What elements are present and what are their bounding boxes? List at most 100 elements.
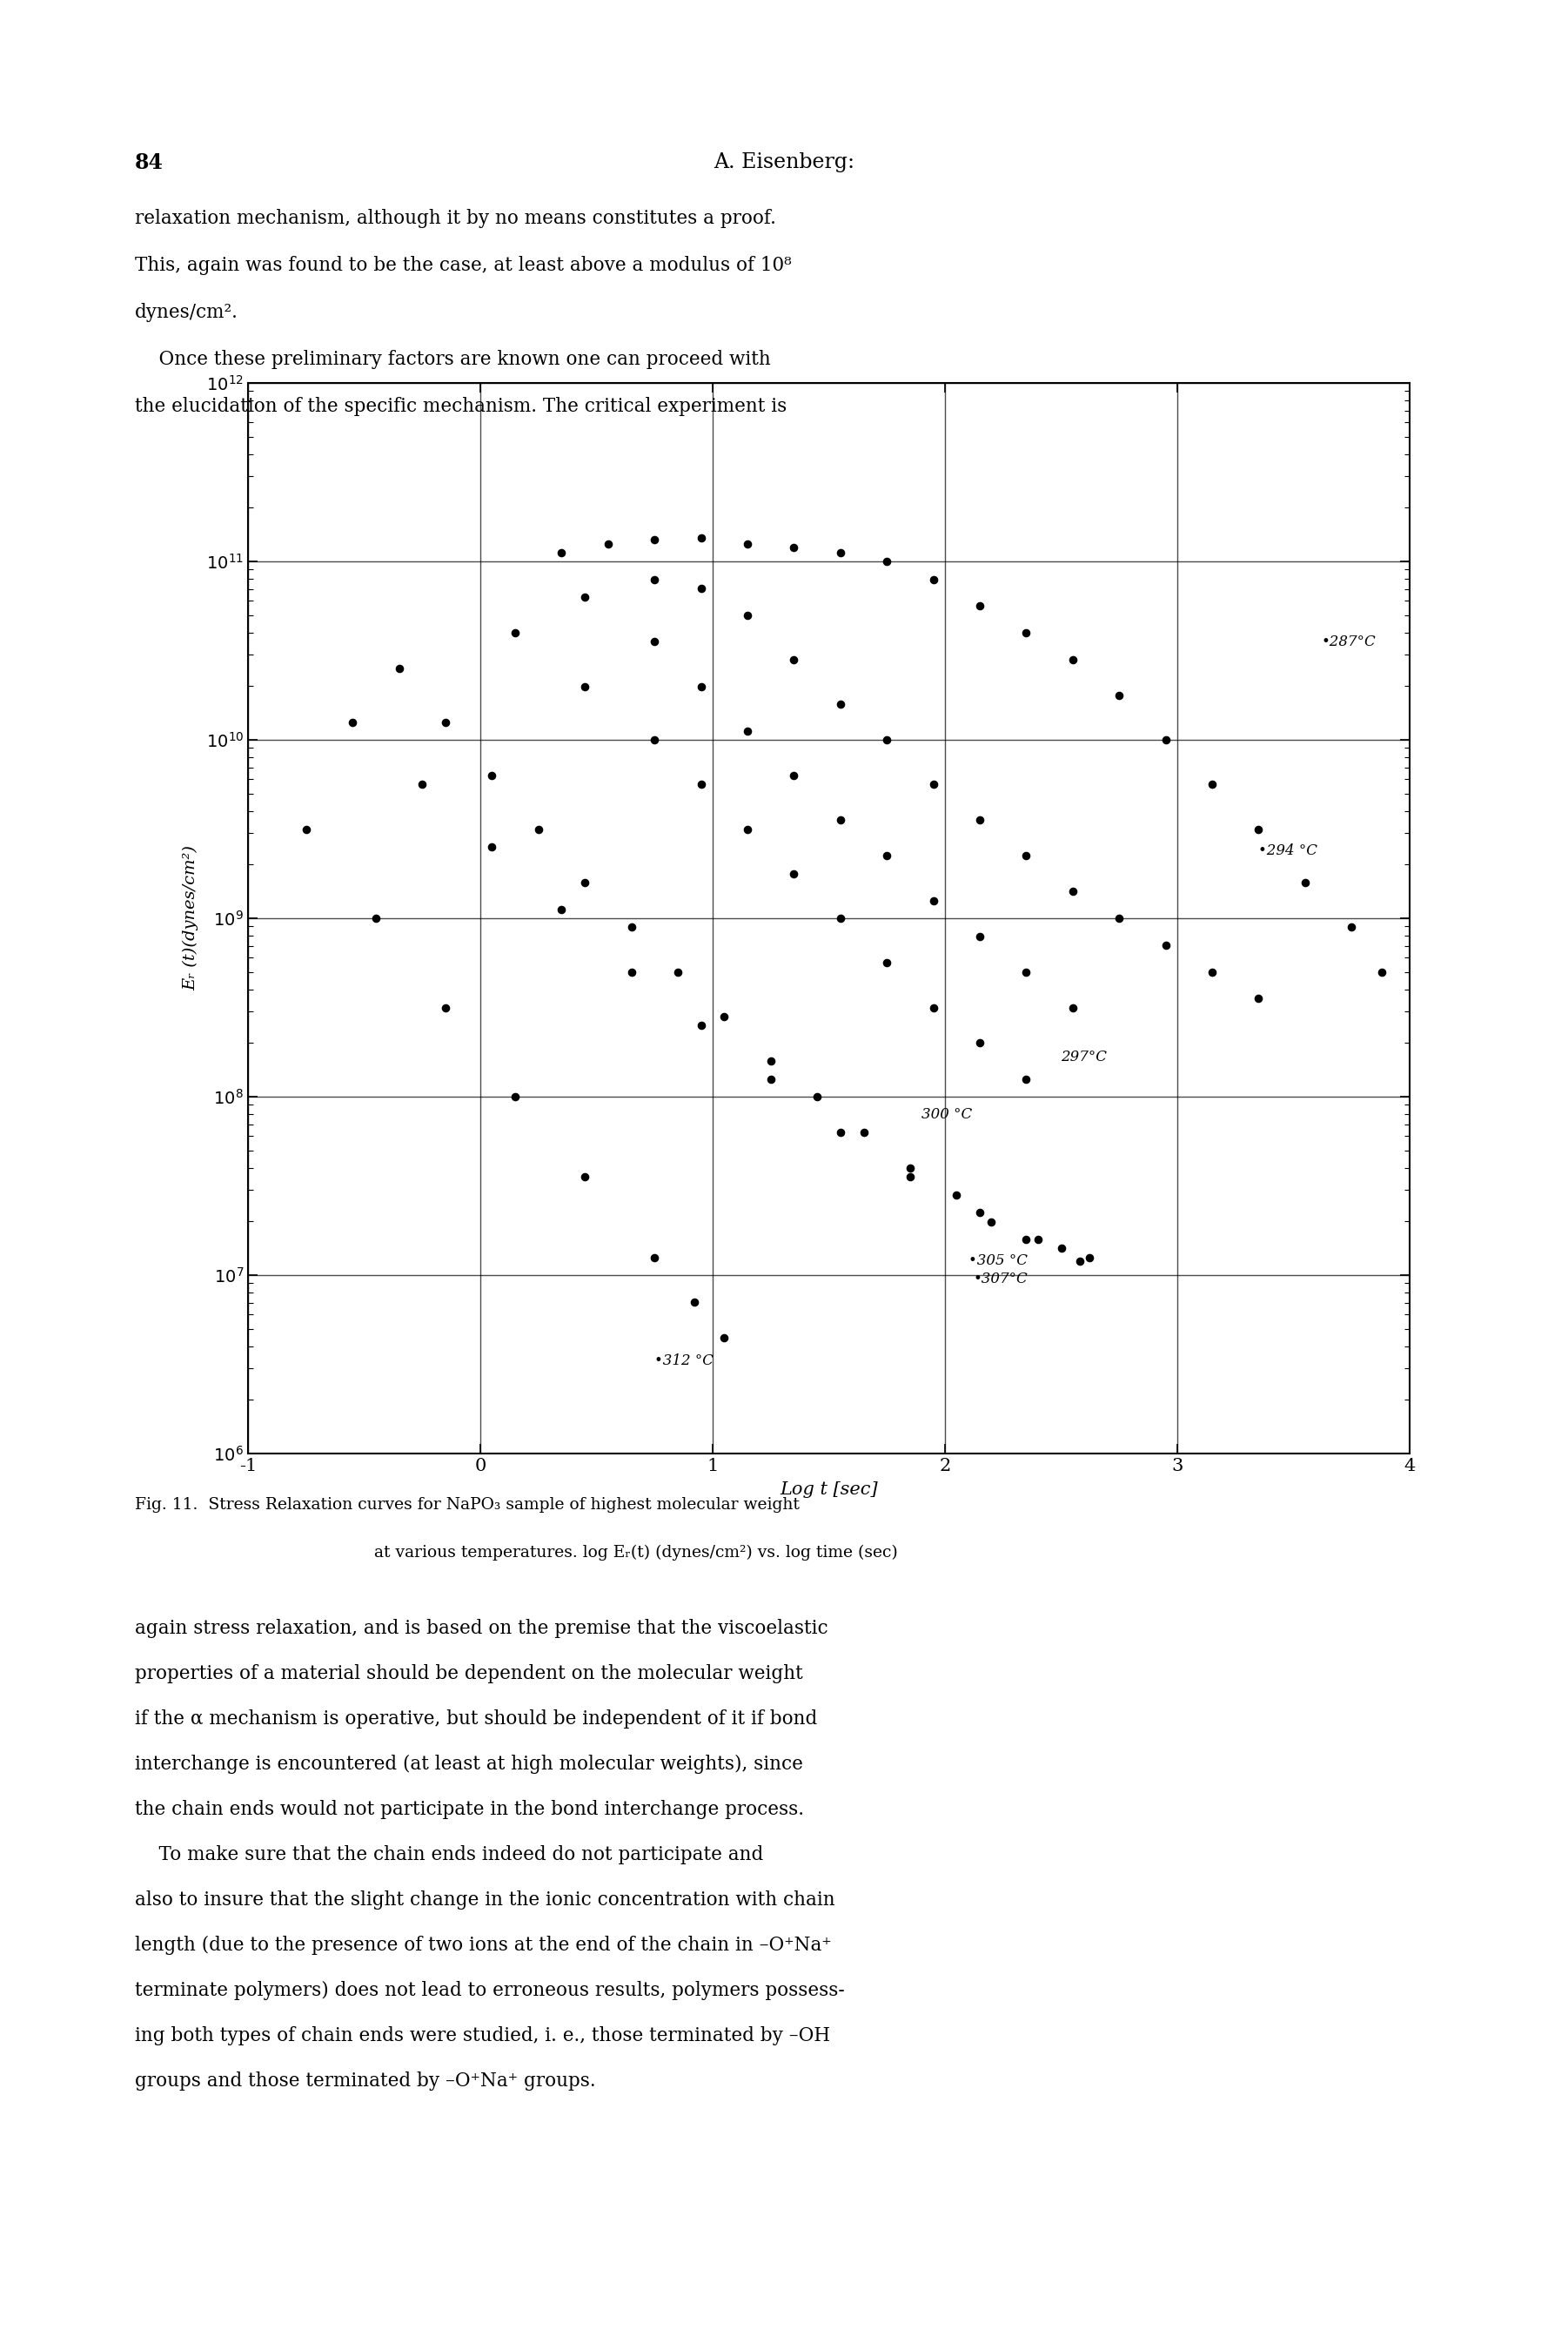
- Text: interchange is encountered (at least at high molecular weights), since: interchange is encountered (at least at …: [135, 1755, 803, 1774]
- Point: [619, 909, 644, 947]
- Text: 297°C: 297°C: [1062, 1050, 1107, 1065]
- Point: [1247, 980, 1272, 1018]
- Text: terminate polymers) does not lead to erroneous results, polymers possess-: terminate polymers) does not lead to err…: [135, 1981, 845, 2000]
- Point: [641, 559, 666, 597]
- Text: the chain ends would not participate in the bond interchange process.: the chain ends would not participate in …: [135, 1800, 804, 1819]
- Point: [641, 623, 666, 660]
- Point: [688, 1006, 713, 1043]
- Point: [781, 529, 806, 566]
- Y-axis label: Eᵣ (t)(dynes/cm²): Eᵣ (t)(dynes/cm²): [183, 846, 199, 992]
- Point: [409, 766, 434, 804]
- Point: [875, 945, 900, 982]
- Point: [920, 881, 946, 919]
- Point: [875, 543, 900, 580]
- Text: groups and those terminated by –O⁺Na⁺ groups.: groups and those terminated by –O⁺Na⁺ gr…: [135, 2070, 596, 2092]
- Text: •305 °C: •305 °C: [967, 1253, 1027, 1269]
- Point: [619, 954, 644, 992]
- Point: [781, 757, 806, 794]
- Point: [1200, 766, 1225, 804]
- Point: [688, 766, 713, 804]
- Point: [1292, 865, 1317, 902]
- Point: [1060, 872, 1085, 909]
- Point: [641, 1238, 666, 1276]
- Point: [875, 837, 900, 874]
- Point: [967, 801, 993, 839]
- Point: [967, 916, 993, 954]
- Text: dynes/cm².: dynes/cm².: [135, 303, 238, 322]
- Text: again stress relaxation, and is based on the premise that the viscoelastic: again stress relaxation, and is based on…: [135, 1619, 828, 1638]
- Point: [1107, 677, 1132, 714]
- Point: [712, 1318, 737, 1356]
- Point: [1060, 642, 1085, 679]
- Point: [712, 999, 737, 1036]
- Point: [572, 865, 597, 902]
- Point: [293, 811, 318, 848]
- Point: [828, 533, 853, 571]
- Point: [688, 667, 713, 705]
- Text: This, again was found to be the case, at least above a modulus of 10⁸: This, again was found to be the case, at…: [135, 256, 792, 275]
- Point: [978, 1203, 1004, 1241]
- Text: •294 °C: •294 °C: [1259, 844, 1317, 858]
- Point: [1049, 1229, 1074, 1267]
- Point: [525, 811, 550, 848]
- Point: [1014, 837, 1040, 874]
- Point: [572, 667, 597, 705]
- Text: 300 °C: 300 °C: [922, 1107, 972, 1121]
- Point: [665, 954, 690, 992]
- Point: [828, 686, 853, 724]
- Text: To make sure that the chain ends indeed do not participate and: To make sure that the chain ends indeed …: [135, 1845, 764, 1864]
- Text: A. Eisenberg:: A. Eisenberg:: [713, 153, 855, 172]
- Point: [572, 578, 597, 616]
- Point: [804, 1079, 829, 1116]
- Point: [1014, 954, 1040, 992]
- Point: [920, 766, 946, 804]
- Point: [1152, 926, 1178, 963]
- Text: properties of a material should be dependent on the molecular weight: properties of a material should be depen…: [135, 1664, 803, 1683]
- Text: Fig. 11.  Stress Relaxation curves for NaPO₃ sample of highest molecular weight: Fig. 11. Stress Relaxation curves for Na…: [135, 1497, 800, 1513]
- Point: [688, 569, 713, 606]
- Point: [433, 989, 458, 1027]
- Point: [386, 649, 411, 686]
- Text: relaxation mechanism, although it by no means constitutes a proof.: relaxation mechanism, although it by no …: [135, 209, 776, 228]
- Point: [851, 1114, 877, 1152]
- Point: [967, 588, 993, 625]
- Text: at various temperatures. log Eᵣ(t) (dynes/cm²) vs. log time (sec): at various temperatures. log Eᵣ(t) (dyne…: [375, 1544, 898, 1560]
- Point: [1014, 1060, 1040, 1097]
- Text: •312 °C: •312 °C: [654, 1354, 713, 1368]
- Point: [1077, 1238, 1102, 1276]
- Text: ing both types of chain ends were studied, i. e., those terminated by –OH: ing both types of chain ends were studie…: [135, 2026, 829, 2044]
- Point: [1025, 1220, 1051, 1257]
- Point: [828, 801, 853, 839]
- Point: [828, 900, 853, 938]
- Text: 84: 84: [135, 153, 163, 174]
- Point: [641, 522, 666, 559]
- Text: •287°C: •287°C: [1322, 634, 1377, 649]
- Point: [1339, 909, 1364, 947]
- Point: [549, 533, 574, 571]
- Point: [944, 1175, 969, 1213]
- Point: [572, 1159, 597, 1196]
- Point: [920, 559, 946, 597]
- Point: [1014, 613, 1040, 651]
- Point: [759, 1041, 784, 1079]
- Point: [688, 519, 713, 557]
- Point: [781, 642, 806, 679]
- Point: [759, 1060, 784, 1097]
- Point: [735, 811, 760, 848]
- Point: [1152, 721, 1178, 759]
- Point: [1200, 954, 1225, 992]
- Point: [781, 855, 806, 893]
- Point: [1014, 1220, 1040, 1257]
- Text: length (due to the presence of two ions at the end of the chain in –O⁺Na⁺: length (due to the presence of two ions …: [135, 1936, 831, 1955]
- Point: [433, 703, 458, 740]
- Point: [641, 721, 666, 759]
- Point: [920, 989, 946, 1027]
- Text: the elucidation of the specific mechanism. The critical experiment is: the elucidation of the specific mechanis…: [135, 397, 787, 416]
- Point: [735, 597, 760, 634]
- Point: [596, 524, 621, 562]
- Point: [828, 1114, 853, 1152]
- Text: Once these preliminary factors are known one can proceed with: Once these preliminary factors are known…: [135, 350, 771, 369]
- Point: [897, 1149, 922, 1187]
- Point: [875, 721, 900, 759]
- Point: [480, 827, 505, 865]
